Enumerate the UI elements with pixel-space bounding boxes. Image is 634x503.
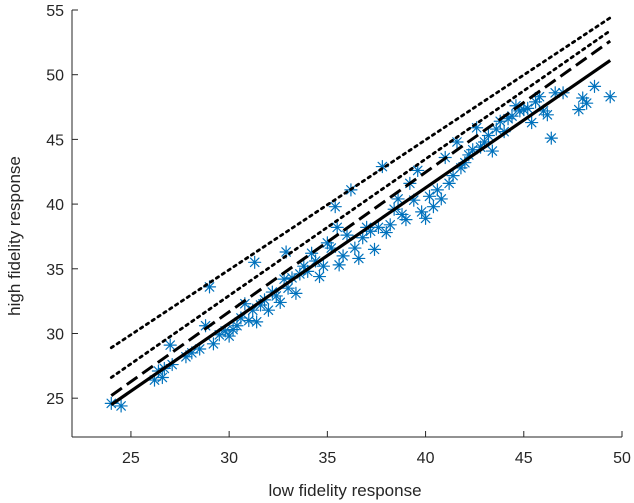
data-point (242, 313, 256, 328)
data-point (540, 108, 554, 122)
fit-line-solid (110, 59, 612, 406)
data-point (316, 259, 331, 273)
data-point (446, 169, 460, 183)
data-point (576, 91, 590, 105)
data-point (328, 200, 342, 214)
data-point (422, 189, 437, 203)
x-tick-label: 30 (220, 450, 238, 467)
data-point (430, 183, 444, 197)
data-point (587, 79, 602, 93)
data-point (434, 192, 448, 206)
fit-line-dotted (109, 29, 612, 379)
data-point (352, 251, 366, 266)
data-point (206, 337, 221, 351)
x-tick-label: 50 (613, 450, 631, 467)
y-tick-label: 30 (46, 326, 64, 343)
data-point (379, 225, 393, 240)
data-point (544, 131, 558, 145)
data-point (248, 255, 262, 269)
data-point (155, 370, 169, 385)
data-point (603, 90, 617, 104)
data-point (470, 121, 484, 135)
y-axis-label: high fidelity response (5, 156, 24, 316)
data-point (411, 163, 425, 178)
y-tick-label: 55 (46, 3, 64, 20)
data-point (383, 218, 397, 232)
y-tick-label: 50 (46, 68, 64, 85)
data-point (371, 220, 386, 234)
data-point (332, 258, 346, 272)
data-point (367, 242, 382, 256)
data-point (312, 269, 327, 284)
data-point (572, 103, 586, 117)
plot-area (104, 16, 617, 413)
x-axis-label: low fidelity response (268, 481, 421, 500)
data-point (426, 200, 441, 214)
data-point (418, 211, 433, 225)
data-point (481, 128, 496, 143)
data-point (163, 338, 177, 352)
x-tick-label: 40 (417, 450, 435, 467)
data-point (289, 286, 303, 300)
y-tick-label: 25 (46, 391, 64, 408)
data-point (340, 228, 354, 242)
data-point (261, 303, 276, 317)
data-point (114, 399, 128, 413)
data-point (521, 101, 535, 115)
data-point (273, 295, 287, 310)
x-tick-label: 25 (122, 450, 140, 467)
fit-line-dotted (109, 16, 612, 350)
data-point (250, 315, 264, 329)
y-tick-label: 35 (46, 262, 64, 279)
fit-line-dashed (110, 39, 612, 397)
data-point (330, 220, 344, 234)
y-tick-label: 45 (46, 132, 64, 149)
y-tick-label: 40 (46, 197, 64, 214)
data-point (525, 115, 539, 130)
data-point (348, 241, 362, 255)
axes: 25 30 35 40 45 50 25 30 35 40 45 50 55 (46, 3, 631, 467)
x-tick-label: 35 (318, 450, 336, 467)
data-point (399, 213, 413, 227)
data-point (391, 192, 405, 206)
data-point (485, 144, 499, 158)
data-point (336, 249, 350, 263)
x-tick-label: 45 (515, 450, 533, 467)
data-point (580, 96, 594, 110)
